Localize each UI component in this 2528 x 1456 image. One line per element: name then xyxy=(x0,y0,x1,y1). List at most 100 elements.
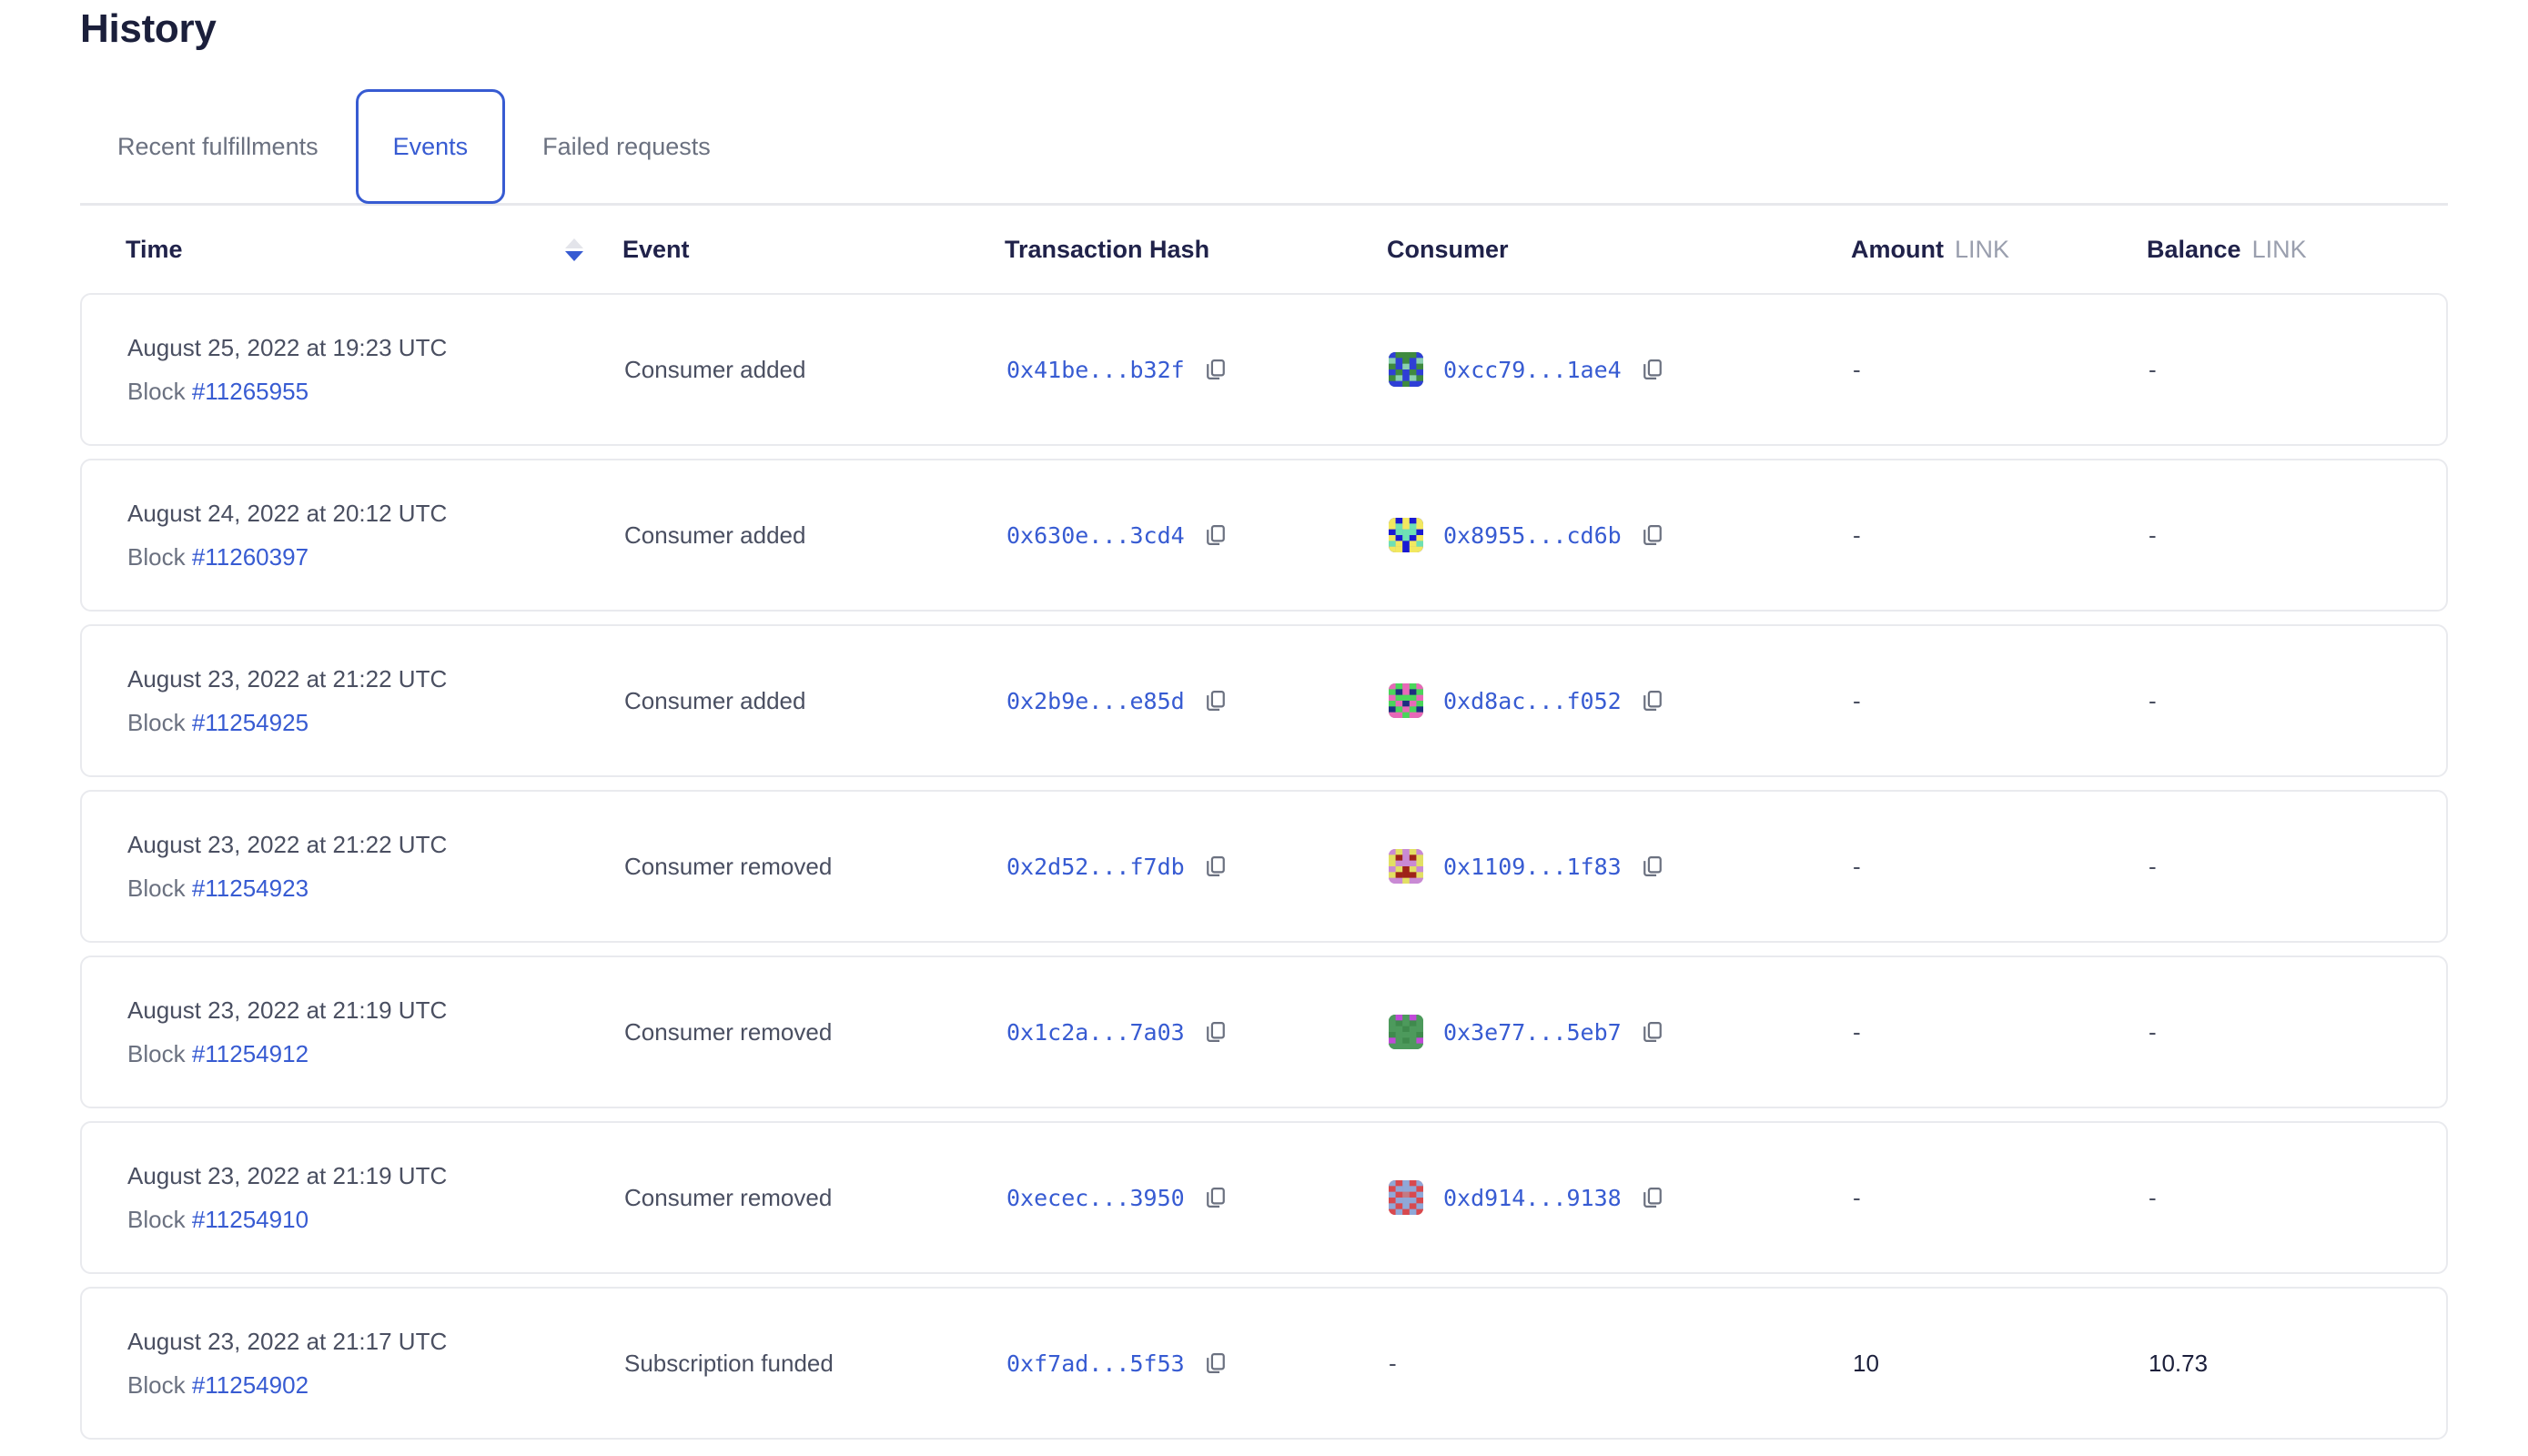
copy-icon[interactable] xyxy=(1203,688,1229,713)
block-label: Block xyxy=(127,377,186,405)
cell-transaction-hash: 0x630e...3cd4 xyxy=(1006,522,1389,549)
column-unit-amount: LINK xyxy=(1954,235,2010,263)
column-label-consumer: Consumer xyxy=(1387,235,1509,263)
cell-transaction-hash: 0xf7ad...5f53 xyxy=(1006,1350,1389,1377)
amount-value: - xyxy=(1853,1183,1861,1211)
cell-transaction-hash: 0x41be...b32f xyxy=(1006,357,1389,383)
copy-icon[interactable] xyxy=(1640,357,1665,382)
copy-icon[interactable] xyxy=(1203,854,1229,879)
consumer-avatar-identicon xyxy=(1389,849,1423,884)
block-line: Block #11260397 xyxy=(127,543,308,571)
block-number-link[interactable]: #11265955 xyxy=(191,377,309,405)
copy-icon[interactable] xyxy=(1203,522,1229,548)
consumer-address-link[interactable]: 0x3e77...5eb7 xyxy=(1443,1018,1622,1046)
column-header-event[interactable]: Event xyxy=(622,236,1005,264)
transaction-hash-link[interactable]: 0x630e...3cd4 xyxy=(1006,521,1185,549)
column-header-balance[interactable]: Balance LINK xyxy=(2147,236,2442,264)
copy-icon[interactable] xyxy=(1203,1350,1229,1376)
copy-icon[interactable] xyxy=(1203,357,1229,382)
copy-icon[interactable] xyxy=(1640,688,1665,713)
amount-value: - xyxy=(1853,1017,1861,1046)
transaction-hash-link[interactable]: 0x41be...b32f xyxy=(1006,356,1185,383)
block-number-link[interactable]: #11254925 xyxy=(191,708,309,736)
column-header-amount[interactable]: Amount LINK xyxy=(1851,236,2147,264)
consumer-address-link[interactable]: 0xd8ac...f052 xyxy=(1443,687,1622,714)
event-name: Consumer removed xyxy=(624,852,833,880)
transaction-hash-link[interactable]: 0x1c2a...7a03 xyxy=(1006,1018,1185,1046)
block-line: Block #11265955 xyxy=(127,378,308,406)
column-header-consumer[interactable]: Consumer xyxy=(1387,236,1851,264)
block-line: Block #11254923 xyxy=(127,875,308,903)
consumer-link-group[interactable]: 0xcc79...1ae4 xyxy=(1389,352,1665,387)
timestamp-text: August 23, 2022 at 21:22 UTC xyxy=(127,830,448,858)
block-number-link[interactable]: #11254910 xyxy=(191,1205,309,1233)
block-label: Block xyxy=(127,1205,186,1233)
cell-consumer: 0x3e77...5eb7 xyxy=(1389,1015,1853,1049)
cell-transaction-hash: 0x1c2a...7a03 xyxy=(1006,1019,1389,1046)
amount-value: - xyxy=(1853,852,1861,880)
cell-event: Subscription funded xyxy=(624,1350,1006,1378)
cell-amount: - xyxy=(1853,1018,2149,1046)
consumer-link-group[interactable]: 0xd914...9138 xyxy=(1389,1180,1665,1215)
cell-amount: - xyxy=(1853,853,2149,881)
tab-events[interactable]: Events xyxy=(355,89,506,204)
timestamp-text: August 25, 2022 at 19:23 UTC xyxy=(127,333,448,361)
consumer-address-link[interactable]: 0x1109...1f83 xyxy=(1443,853,1622,880)
timestamp-text: August 23, 2022 at 21:19 UTC xyxy=(127,996,448,1024)
copy-icon[interactable] xyxy=(1640,1185,1665,1210)
transaction-hash-link[interactable]: 0xecec...3950 xyxy=(1006,1184,1185,1211)
cell-balance: - xyxy=(2149,521,2444,550)
block-number-link[interactable]: #11254912 xyxy=(191,1039,309,1067)
events-table-body: August 25, 2022 at 19:23 UTC Block #11265… xyxy=(80,293,2448,1440)
block-line: Block #11254925 xyxy=(127,709,308,737)
consumer-address-link[interactable]: 0xcc79...1ae4 xyxy=(1443,356,1622,383)
cell-event: Consumer added xyxy=(624,687,1006,715)
timestamp-text: August 24, 2022 at 20:12 UTC xyxy=(127,499,448,527)
block-number-link[interactable]: #11260397 xyxy=(191,542,309,571)
cell-time: August 24, 2022 at 20:12 UTC Block #11260… xyxy=(82,500,624,571)
consumer-link-group[interactable]: 0x8955...cd6b xyxy=(1389,518,1665,552)
consumer-address-link[interactable]: 0xd914...9138 xyxy=(1443,1184,1622,1211)
copy-icon[interactable] xyxy=(1640,1019,1665,1045)
cell-amount: - xyxy=(1853,521,2149,550)
cell-balance: - xyxy=(2149,853,2444,881)
block-label: Block xyxy=(127,1039,186,1067)
copy-icon[interactable] xyxy=(1203,1185,1229,1210)
column-label-event: Event xyxy=(622,235,690,263)
cell-transaction-hash: 0xecec...3950 xyxy=(1006,1185,1389,1211)
column-header-transaction-hash[interactable]: Transaction Hash xyxy=(1005,236,1387,264)
consumer-link-group[interactable]: 0x3e77...5eb7 xyxy=(1389,1015,1665,1049)
block-number-link[interactable]: #11254902 xyxy=(191,1370,309,1399)
sort-descending-icon[interactable] xyxy=(564,234,584,265)
block-number-link[interactable]: #11254923 xyxy=(191,874,309,902)
consumer-link-group[interactable]: 0x1109...1f83 xyxy=(1389,849,1665,884)
column-header-time[interactable]: Time xyxy=(80,236,622,264)
cell-time: August 23, 2022 at 21:22 UTC Block #11254… xyxy=(82,831,624,903)
copy-icon[interactable] xyxy=(1640,854,1665,879)
tab-recent-fulfillments[interactable]: Recent fulfillments xyxy=(117,132,319,160)
cell-transaction-hash: 0x2b9e...e85d xyxy=(1006,688,1389,714)
block-line: Block #11254912 xyxy=(127,1040,308,1068)
column-label-transaction-hash: Transaction Hash xyxy=(1005,235,1210,263)
cell-amount: - xyxy=(1853,687,2149,715)
cell-event: Consumer added xyxy=(624,521,1006,550)
cell-event: Consumer removed xyxy=(624,853,1006,881)
tab-list: Recent fulfillments Events Failed requests xyxy=(80,89,2448,204)
copy-icon[interactable] xyxy=(1640,522,1665,548)
amount-value: 10 xyxy=(1853,1349,1879,1377)
transaction-hash-link[interactable]: 0xf7ad...5f53 xyxy=(1006,1350,1185,1377)
event-name: Consumer added xyxy=(624,686,806,714)
consumer-link-group[interactable]: 0xd8ac...f052 xyxy=(1389,683,1665,718)
transaction-hash-link[interactable]: 0x2d52...f7db xyxy=(1006,853,1185,880)
caret-up-icon xyxy=(565,238,583,248)
transaction-hash-link[interactable]: 0x2b9e...e85d xyxy=(1006,687,1185,714)
copy-icon[interactable] xyxy=(1203,1019,1229,1045)
tab-failed-requests[interactable]: Failed requests xyxy=(542,132,711,160)
consumer-avatar-identicon xyxy=(1389,518,1423,552)
amount-value: - xyxy=(1853,686,1861,714)
cell-consumer: 0xd8ac...f052 xyxy=(1389,683,1853,718)
consumer-avatar-identicon xyxy=(1389,1015,1423,1049)
cell-consumer: 0xd914...9138 xyxy=(1389,1180,1853,1215)
cell-event: Consumer removed xyxy=(624,1184,1006,1212)
consumer-address-link[interactable]: 0x8955...cd6b xyxy=(1443,521,1622,549)
